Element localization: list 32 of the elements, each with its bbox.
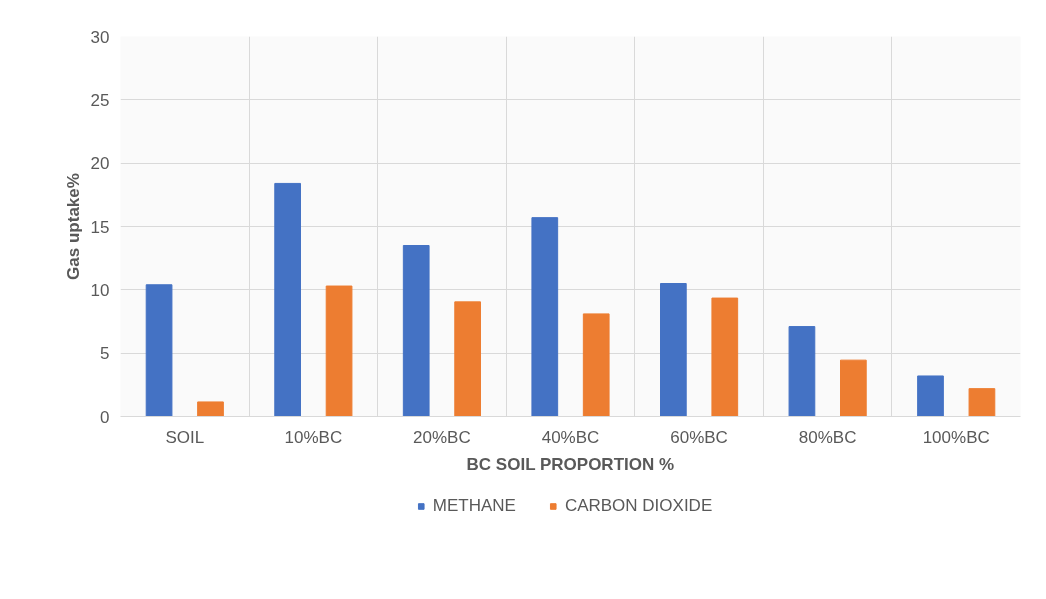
x-tick-label: 10%BC <box>284 427 343 447</box>
legend-label: METHANE <box>432 496 516 516</box>
x-tick-label: 40%BC <box>541 427 600 447</box>
bar <box>402 245 430 417</box>
bar <box>582 313 610 417</box>
x-tick-label: 100%BC <box>922 427 990 447</box>
x-tick-label: SOIL <box>165 427 205 447</box>
x-tick-label: 60%BC <box>670 427 728 447</box>
y-axis-title: Gas uptake% <box>63 173 83 280</box>
x-tick-label: 20%BC <box>413 427 471 447</box>
bar <box>531 217 559 417</box>
bar <box>197 401 224 417</box>
y-tick-label: 0 <box>100 407 110 427</box>
x-axis-title: BC SOIL PROPORTION % <box>466 454 675 474</box>
y-tick-label: 15 <box>90 217 110 237</box>
y-tick-label: 20 <box>90 154 110 174</box>
bar <box>968 388 996 417</box>
x-tick-label: 80%BC <box>798 427 857 447</box>
bar <box>454 301 481 417</box>
legend-label: CARBON DIOXIDE <box>564 496 713 516</box>
bar <box>711 297 739 417</box>
bar <box>917 375 944 417</box>
bar <box>788 326 816 417</box>
bar <box>145 284 173 417</box>
bar <box>274 182 301 417</box>
bar <box>840 359 867 417</box>
y-tick-label: 5 <box>100 344 110 364</box>
y-tick-label: 10 <box>90 280 110 300</box>
y-tick-label: 25 <box>90 90 110 110</box>
bar <box>660 283 687 417</box>
y-tick-label: 30 <box>90 27 110 47</box>
bar <box>325 285 353 417</box>
